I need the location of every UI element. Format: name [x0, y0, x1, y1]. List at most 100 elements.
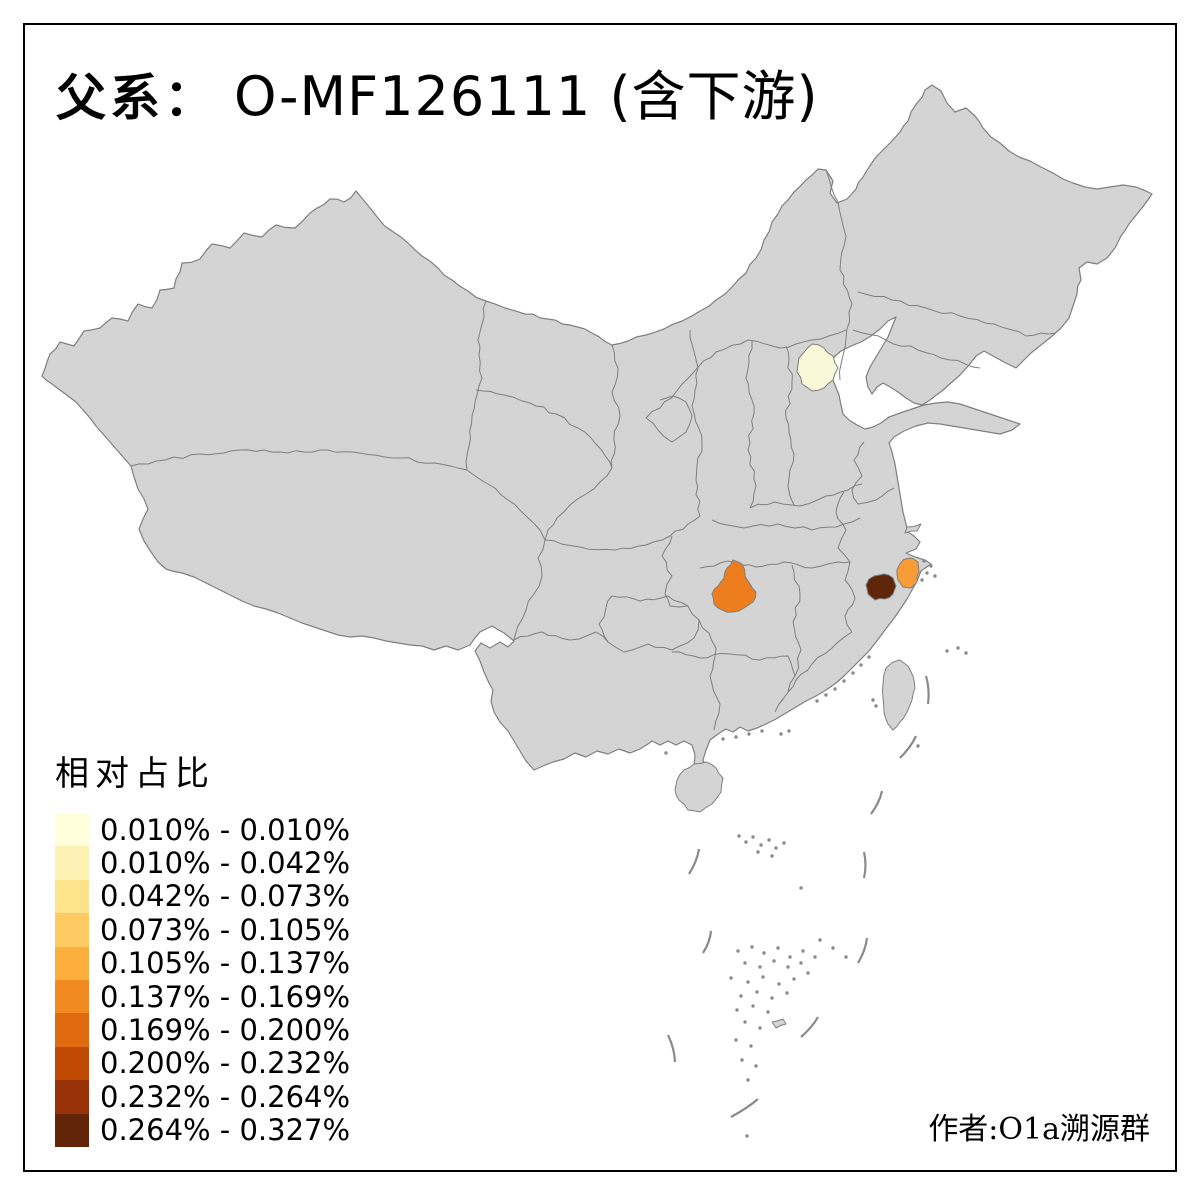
island-dot — [729, 976, 733, 980]
island-dot — [770, 996, 774, 1000]
title-haplogroup-code: O-MF126111 (含下游) — [234, 65, 819, 128]
province-border — [711, 517, 861, 531]
province-border — [774, 631, 853, 713]
province-border — [852, 329, 981, 369]
legend-swatch — [55, 1080, 89, 1114]
legend-swatch — [55, 979, 89, 1014]
island-dot — [751, 835, 755, 839]
legend-label: 0.200% - 0.232% — [100, 1046, 351, 1081]
china-mainland — [41, 84, 1153, 776]
island-dot — [767, 838, 771, 842]
province-border — [610, 344, 621, 469]
island-dot — [874, 704, 878, 708]
province-border — [745, 341, 757, 509]
province-border — [835, 491, 851, 563]
island-dot — [844, 955, 848, 959]
island-dot — [746, 980, 750, 984]
island-dot — [755, 990, 759, 994]
island-dot — [772, 959, 776, 963]
island-dot — [743, 1020, 747, 1024]
legend-swatch — [55, 813, 89, 847]
island-dot — [774, 846, 778, 850]
island-dot — [799, 886, 803, 890]
province-border — [671, 651, 796, 677]
island-dot — [760, 729, 764, 733]
province-border — [699, 560, 851, 569]
legend-swatch — [55, 946, 89, 980]
taiwan-island — [881, 659, 916, 731]
island-dot — [770, 854, 774, 858]
province-border — [787, 564, 802, 693]
island-dot — [929, 564, 933, 568]
island-dot — [756, 850, 760, 854]
island-dot — [750, 945, 754, 949]
island-dot — [867, 655, 871, 659]
island-dot — [851, 671, 855, 675]
island-dot — [749, 1044, 753, 1048]
island-dot — [792, 977, 796, 981]
province-border — [465, 300, 487, 471]
island-dot — [842, 679, 846, 683]
highlight-region-east-coastal — [896, 557, 920, 589]
island-dot — [747, 732, 751, 736]
nine-dash-line-segment — [800, 1016, 819, 1038]
island-dot — [776, 946, 780, 950]
island-dot — [799, 961, 803, 965]
legend-row: 0.073% - 0.105% — [55, 913, 350, 947]
province-border — [645, 329, 847, 419]
island-dot — [824, 693, 828, 697]
nine-dash-line-segment — [688, 848, 701, 875]
legend-title: 相对占比 — [55, 754, 215, 794]
province-border — [661, 535, 689, 608]
island-dot — [758, 965, 762, 969]
island-dot — [956, 646, 960, 650]
island-dot — [920, 578, 924, 582]
legend-row: 0.200% - 0.232% — [55, 1046, 351, 1081]
nine-dash-line-segment — [924, 675, 930, 705]
legend-swatch — [55, 1013, 89, 1047]
island-dot — [859, 663, 863, 667]
highlight-region-central — [711, 559, 757, 613]
island-dot — [788, 955, 792, 959]
island-dot — [922, 559, 926, 563]
island-dot — [758, 1026, 762, 1030]
legend-swatch — [55, 1113, 89, 1147]
island-dot — [786, 965, 790, 969]
island-dot — [806, 971, 810, 975]
island-dot — [754, 1064, 758, 1068]
province-border — [544, 515, 701, 551]
island-dot — [916, 744, 920, 748]
island-dot — [737, 834, 741, 838]
highlight-region-north — [796, 343, 839, 392]
legend-swatch — [55, 879, 89, 914]
highlight-region-east-inland — [865, 573, 897, 601]
province-border — [851, 441, 895, 505]
island-dot — [766, 1010, 770, 1014]
island-dot — [813, 955, 817, 959]
legend-label: 0.264% - 0.327% — [100, 1113, 351, 1148]
province-border — [857, 291, 1057, 337]
legend-swatch — [55, 1046, 89, 1081]
province-border — [689, 329, 703, 517]
island-dot — [925, 571, 929, 575]
island-dot — [945, 649, 949, 653]
legend-label: 0.010% - 0.042% — [100, 846, 351, 881]
chongming-island — [904, 523, 922, 534]
island-dot — [751, 1004, 755, 1008]
legend-row: 0.010% - 0.042% — [55, 846, 351, 881]
island-dot — [777, 982, 781, 986]
legend-row: 0.137% - 0.169% — [55, 979, 350, 1014]
legend-row: 0.264% - 0.327% — [55, 1113, 351, 1148]
province-border — [475, 389, 613, 469]
island-dot — [815, 699, 819, 703]
nine-dash-line-segment — [862, 851, 867, 879]
legend-swatch — [55, 913, 89, 947]
island-dot — [739, 994, 743, 998]
island-dot — [745, 1134, 749, 1138]
island-dot — [801, 949, 805, 953]
island-dot — [782, 841, 786, 845]
legend-row: 0.232% - 0.264% — [55, 1080, 350, 1114]
province-border — [825, 169, 853, 381]
